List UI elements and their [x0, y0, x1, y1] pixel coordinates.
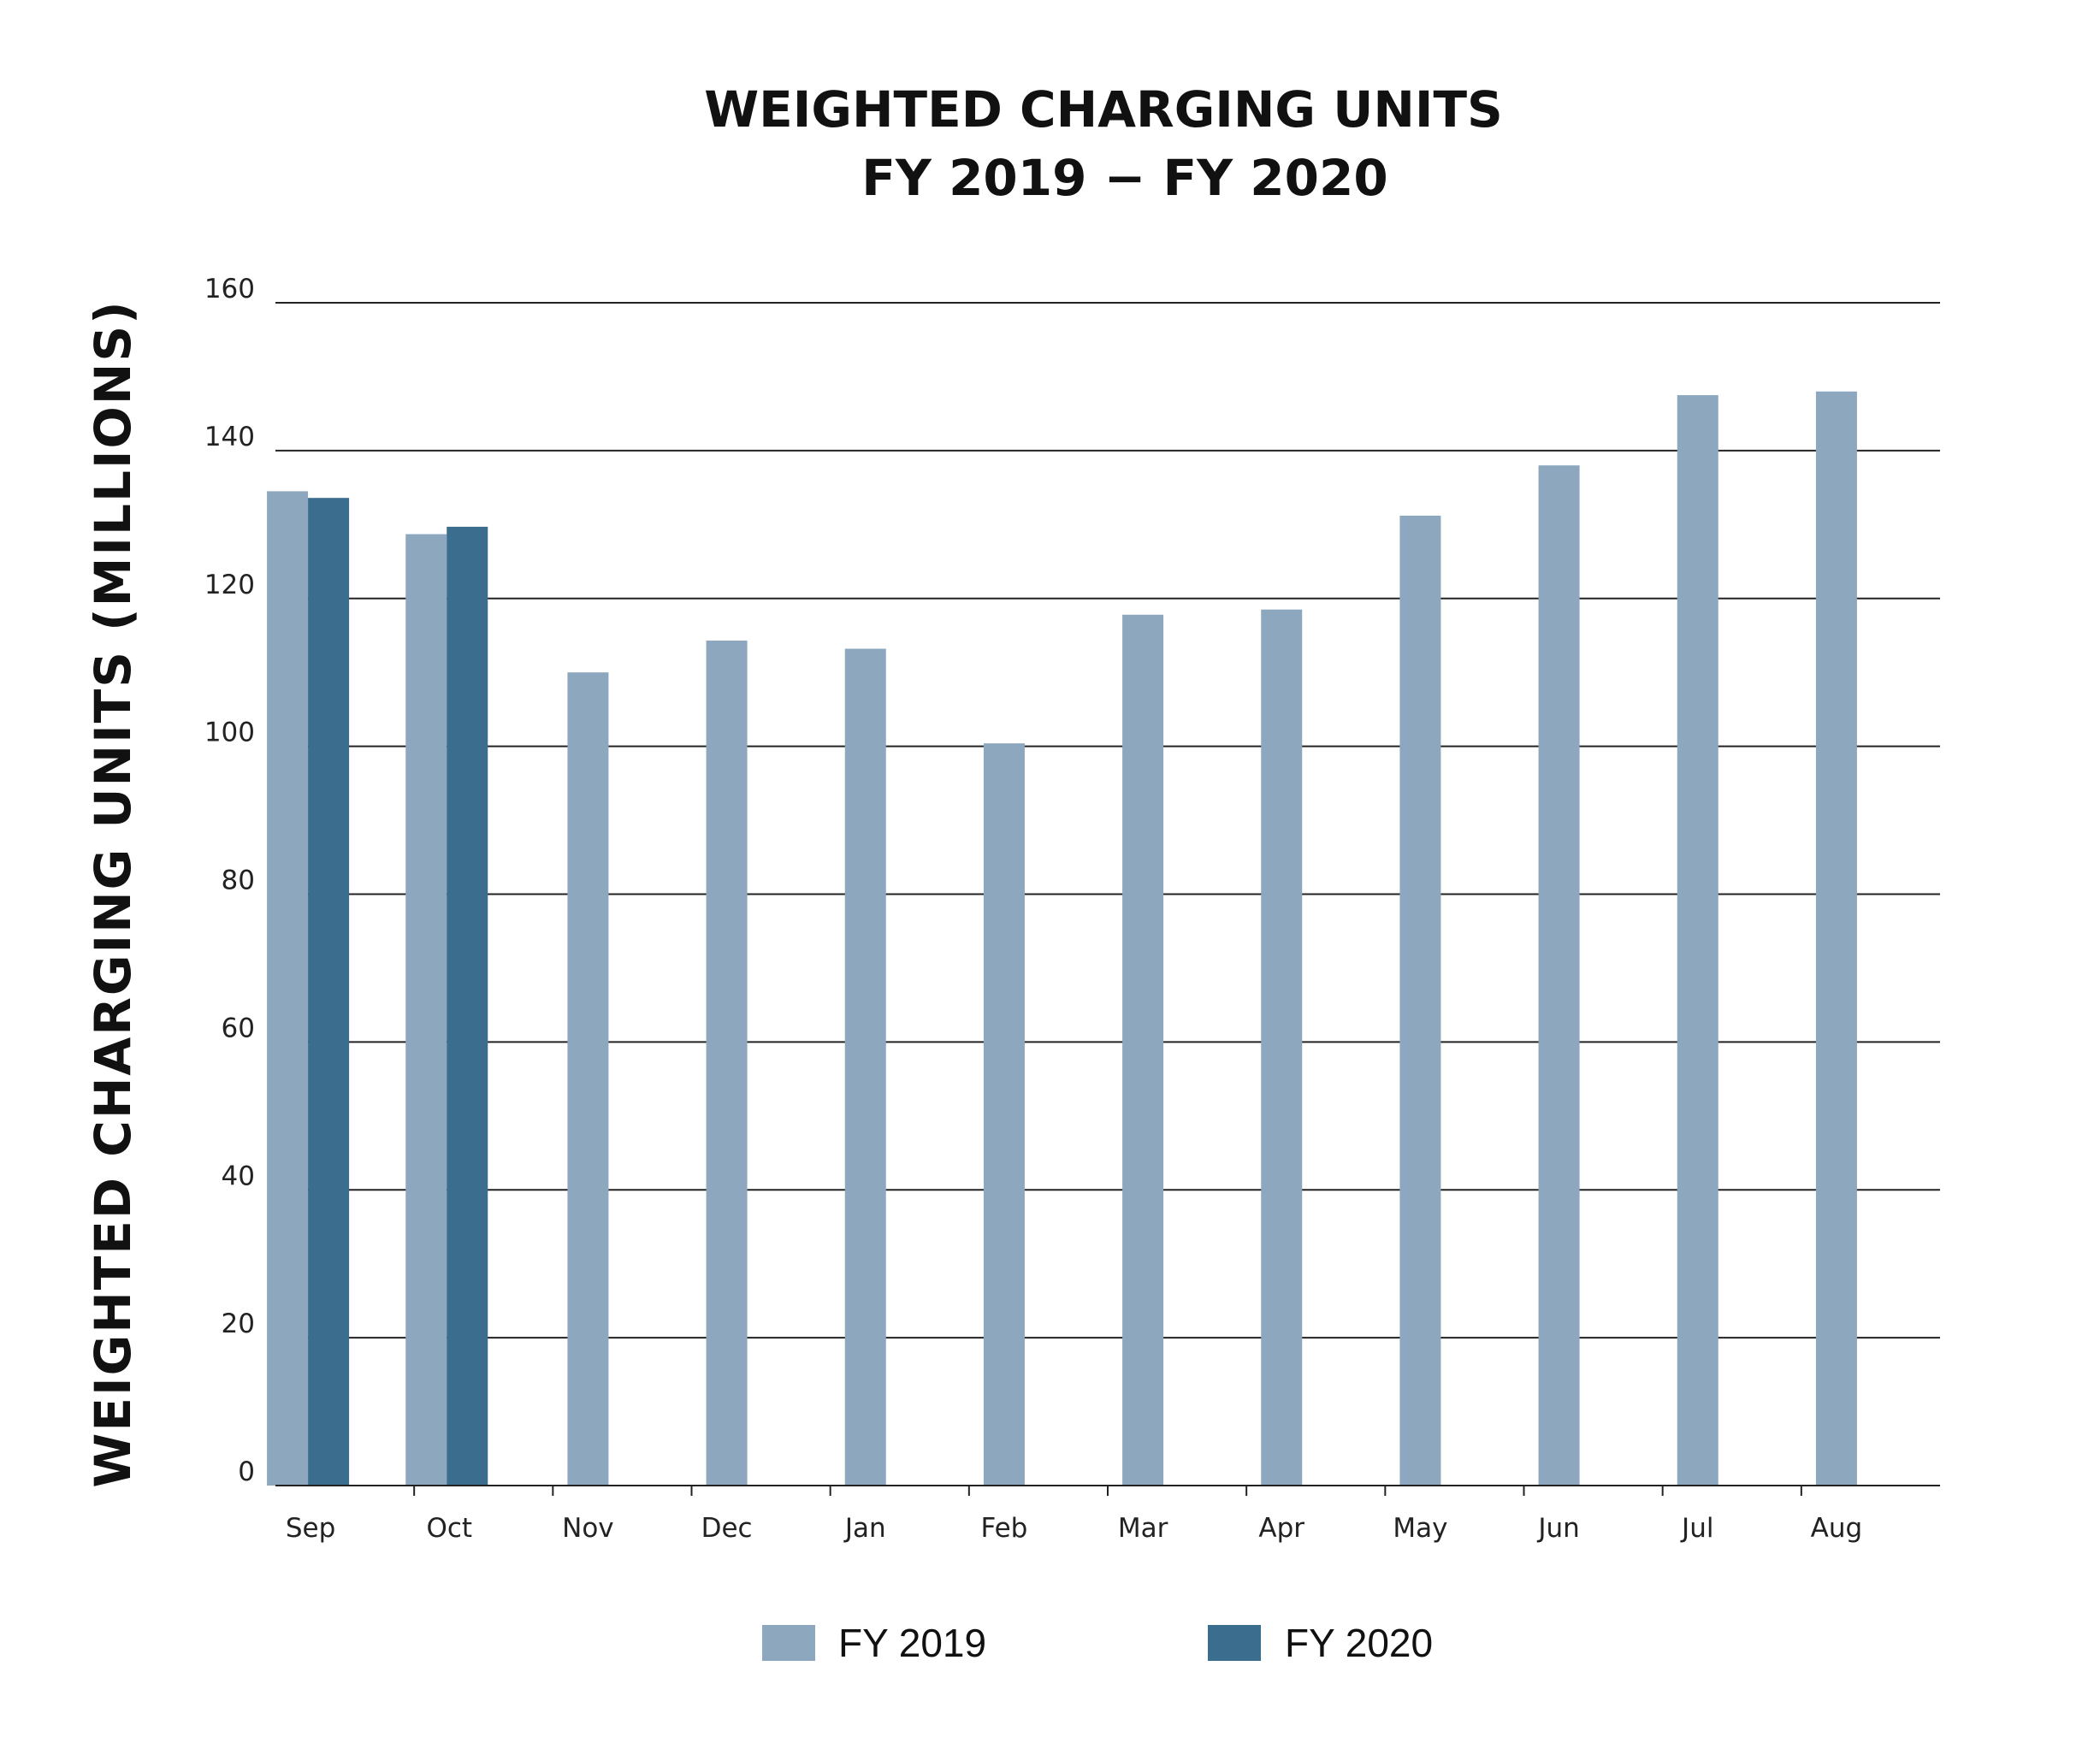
x-tick-label: Sep	[286, 1513, 335, 1544]
y-tick-label: 60	[222, 1013, 255, 1043]
x-tick-label: Feb	[980, 1513, 1027, 1544]
x-tick-label: Jul	[1680, 1513, 1713, 1544]
legend-label-fy2019: FY 2019	[838, 1621, 986, 1665]
x-axis-ticks: Sep Oct Nov Dec Jan Feb Mar Apr May Jun Jul Aug	[286, 1513, 1862, 1544]
y-axis-ticks: 0 20 40 60 80 100 120 140 160	[204, 274, 255, 1487]
y-tick-label: 100	[204, 718, 255, 748]
x-tick-label: Oct	[426, 1513, 472, 1544]
bars	[267, 391, 1857, 1486]
legend: FY 2019 FY 2020	[762, 1621, 1433, 1665]
x-tick-label: Apr	[1258, 1513, 1304, 1544]
bar-fy2019-nov	[567, 672, 609, 1486]
bar-fy2019-jul	[1677, 395, 1718, 1486]
bar-fy2019-apr	[1261, 609, 1303, 1486]
x-tick-label: Mar	[1118, 1513, 1168, 1544]
y-tick-label: 140	[204, 422, 255, 452]
x-tick-label: Nov	[562, 1513, 614, 1544]
legend-label-fy2020: FY 2020	[1285, 1621, 1433, 1665]
y-axis-label: WEIGHTED CHARGING UNITS (MILLIONS)	[84, 299, 142, 1487]
y-tick-label: 160	[204, 274, 255, 304]
gridlines	[275, 302, 1940, 1339]
legend-swatch-fy2020	[1208, 1625, 1261, 1661]
chart-subtitle: FY 2019 − FY 2020	[861, 149, 1387, 207]
chart-title: WEIGHTED CHARGING UNITS	[704, 80, 1503, 139]
bar-fy2019-mar	[1122, 614, 1164, 1486]
x-tick-label: Aug	[1811, 1513, 1863, 1544]
bar-fy2019-jan	[844, 648, 886, 1486]
legend-swatch-fy2019	[762, 1625, 815, 1661]
x-tick-label: Dec	[701, 1513, 753, 1544]
bar-fy2020-sep	[308, 498, 350, 1486]
bar-fy2020-oct	[447, 526, 488, 1486]
y-tick-label: 80	[222, 866, 255, 896]
x-tick-label: Jun	[1536, 1513, 1579, 1544]
x-axis	[275, 1485, 1940, 1496]
bar-fy2019-feb	[983, 743, 1025, 1486]
bar-fy2019-sep	[267, 491, 309, 1486]
bar-fy2019-dec	[706, 641, 748, 1486]
bar-fy2019-jun	[1538, 465, 1580, 1486]
bar-fy2019-oct	[405, 534, 447, 1486]
bar-fy2019-may	[1399, 515, 1441, 1486]
y-tick-label: 0	[238, 1456, 255, 1487]
y-tick-label: 120	[204, 570, 255, 600]
x-tick-label: Jan	[843, 1513, 886, 1544]
bar-fy2019-aug	[1815, 391, 1857, 1486]
y-tick-label: 40	[222, 1161, 255, 1191]
y-tick-label: 20	[222, 1309, 255, 1339]
x-tick-label: May	[1393, 1513, 1447, 1544]
